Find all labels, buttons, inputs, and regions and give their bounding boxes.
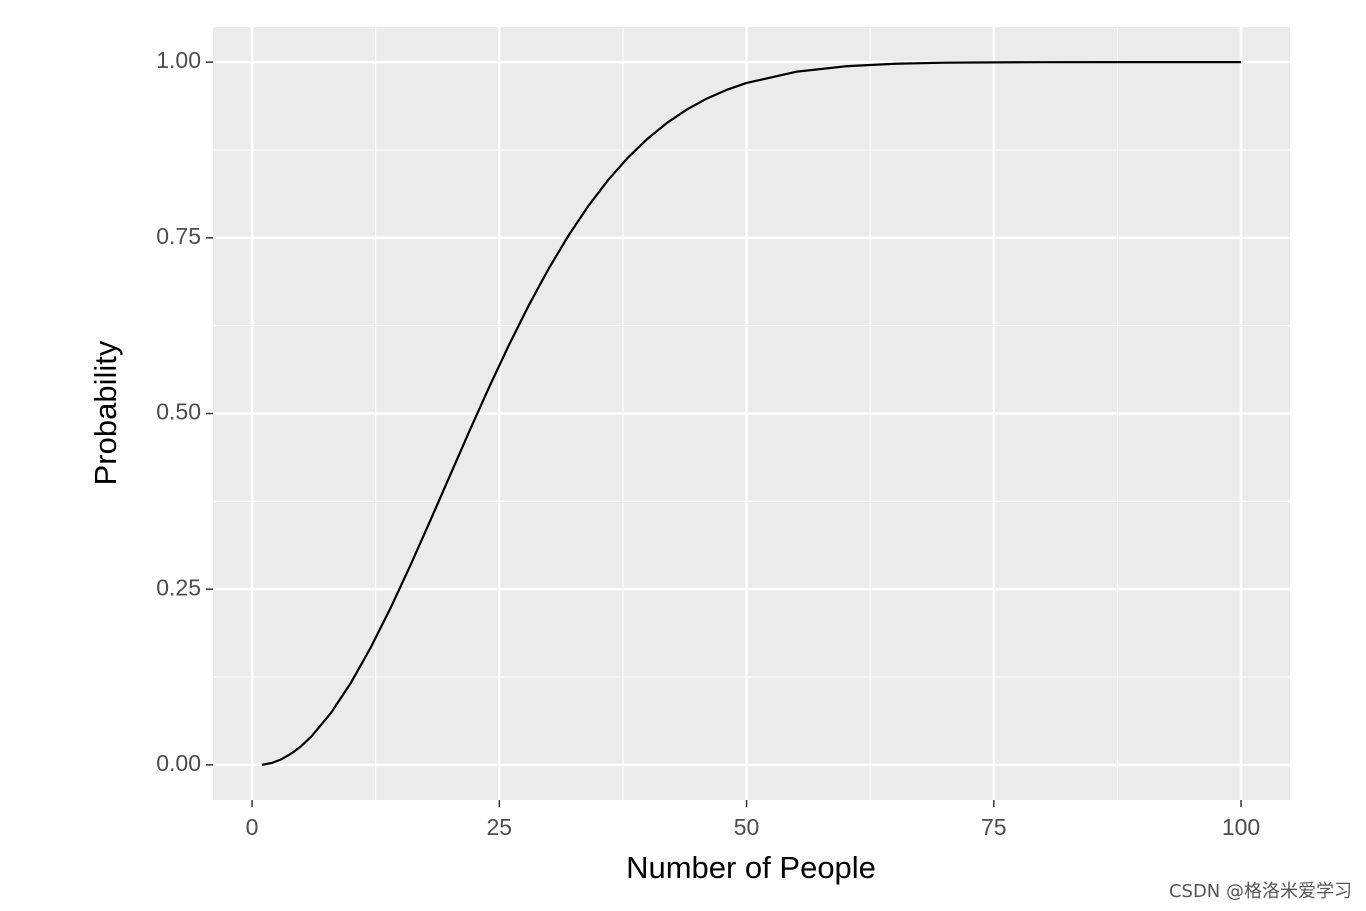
- x-tick-label: 50: [734, 814, 760, 840]
- x-axis-title: Number of People: [626, 850, 876, 885]
- x-tick-label: 100: [1222, 814, 1260, 840]
- y-tick-label: 0.00: [156, 750, 201, 776]
- x-tick-label: 75: [981, 814, 1007, 840]
- x-tick-label: 25: [487, 814, 513, 840]
- y-tick-label: 1.00: [156, 47, 201, 73]
- y-tick-label: 0.25: [156, 574, 201, 600]
- y-tick-label: 0.50: [156, 399, 201, 425]
- line: [261, 61, 1242, 766]
- watermark: CSDN @格洛米爱学习: [1169, 881, 1352, 902]
- y-tick-label: 0.75: [156, 223, 201, 249]
- x-tick-label: 0: [246, 814, 259, 840]
- y-axis-title: Probability: [88, 340, 123, 485]
